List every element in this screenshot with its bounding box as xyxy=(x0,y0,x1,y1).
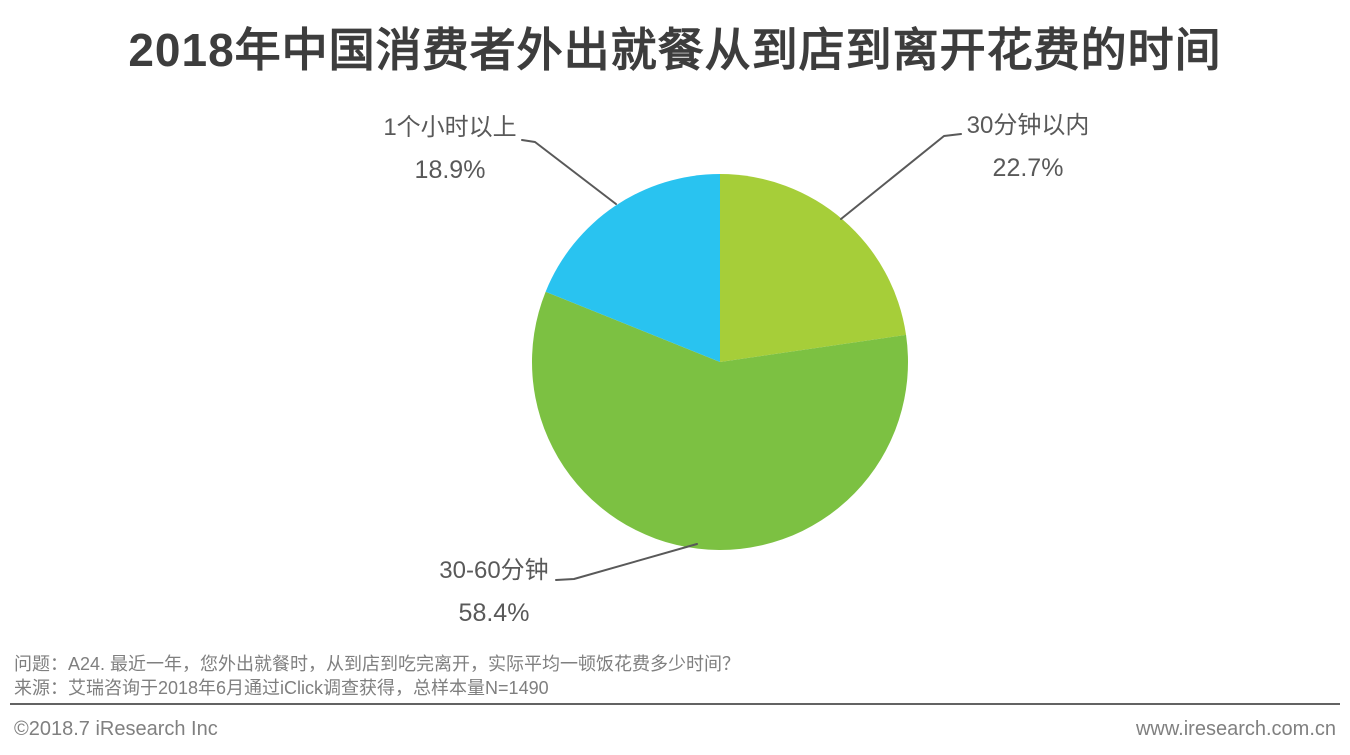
chart-notes: 问题：A24. 最近一年，您外出就餐时，从到店到吃完离开，实际平均一顿饭花费多少… xyxy=(14,652,740,700)
pie-slice-2 xyxy=(545,174,720,362)
slice-label-under-30min: 30分钟以内 22.7% xyxy=(908,110,1148,184)
leader-line-under-30min xyxy=(840,133,962,220)
footer-website-url: www.iresearch.com.cn xyxy=(1135,718,1336,740)
pie-slice-0 xyxy=(720,174,907,362)
note-source: 来源：艾瑞咨询于2018年6月通过iClick调查获得，总样本量N=1490 xyxy=(14,678,549,698)
footer-divider xyxy=(10,703,1340,705)
footer-copyright: ©2018.7 iResearch Inc xyxy=(14,718,218,740)
note-question: 问题：A24. 最近一年，您外出就餐时，从到店到吃完离开，实际平均一顿饭花费多少… xyxy=(14,654,741,674)
leader-line-1hour-plus xyxy=(521,139,617,205)
pie-slices-group xyxy=(531,174,908,551)
leader-line-30-60min xyxy=(555,543,698,581)
chart-title: 2018年中国消费者外出就餐从到店到离开花费的时间 xyxy=(128,24,1222,76)
slice-label-30-60min: 30-60分钟 58.4% xyxy=(374,555,614,629)
pie-slice-1 xyxy=(531,291,908,551)
slice-label-name: 1个小时以上 xyxy=(383,114,517,141)
slice-label-name: 30-60分钟 xyxy=(439,557,549,584)
pie-chart-svg xyxy=(521,133,962,581)
slice-label-name: 30分钟以内 xyxy=(966,112,1090,139)
slice-label-percent: 58.4% xyxy=(458,599,530,627)
slice-label-1hour-plus: 1个小时以上 18.9% xyxy=(330,112,570,186)
slice-label-percent: 22.7% xyxy=(992,154,1064,182)
slice-label-percent: 18.9% xyxy=(414,156,486,184)
